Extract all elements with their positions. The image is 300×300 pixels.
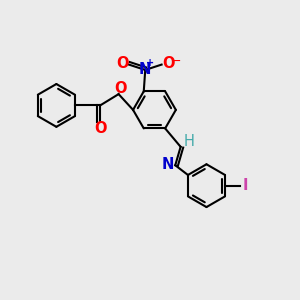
Text: H: H xyxy=(184,134,194,149)
Text: O: O xyxy=(115,81,127,96)
Text: O: O xyxy=(94,121,106,136)
Text: N: N xyxy=(162,157,174,172)
Text: O: O xyxy=(162,56,175,71)
Text: O: O xyxy=(116,56,128,71)
Text: −: − xyxy=(171,55,181,68)
Text: I: I xyxy=(243,178,249,193)
Text: N: N xyxy=(139,62,152,77)
Text: +: + xyxy=(146,58,154,68)
